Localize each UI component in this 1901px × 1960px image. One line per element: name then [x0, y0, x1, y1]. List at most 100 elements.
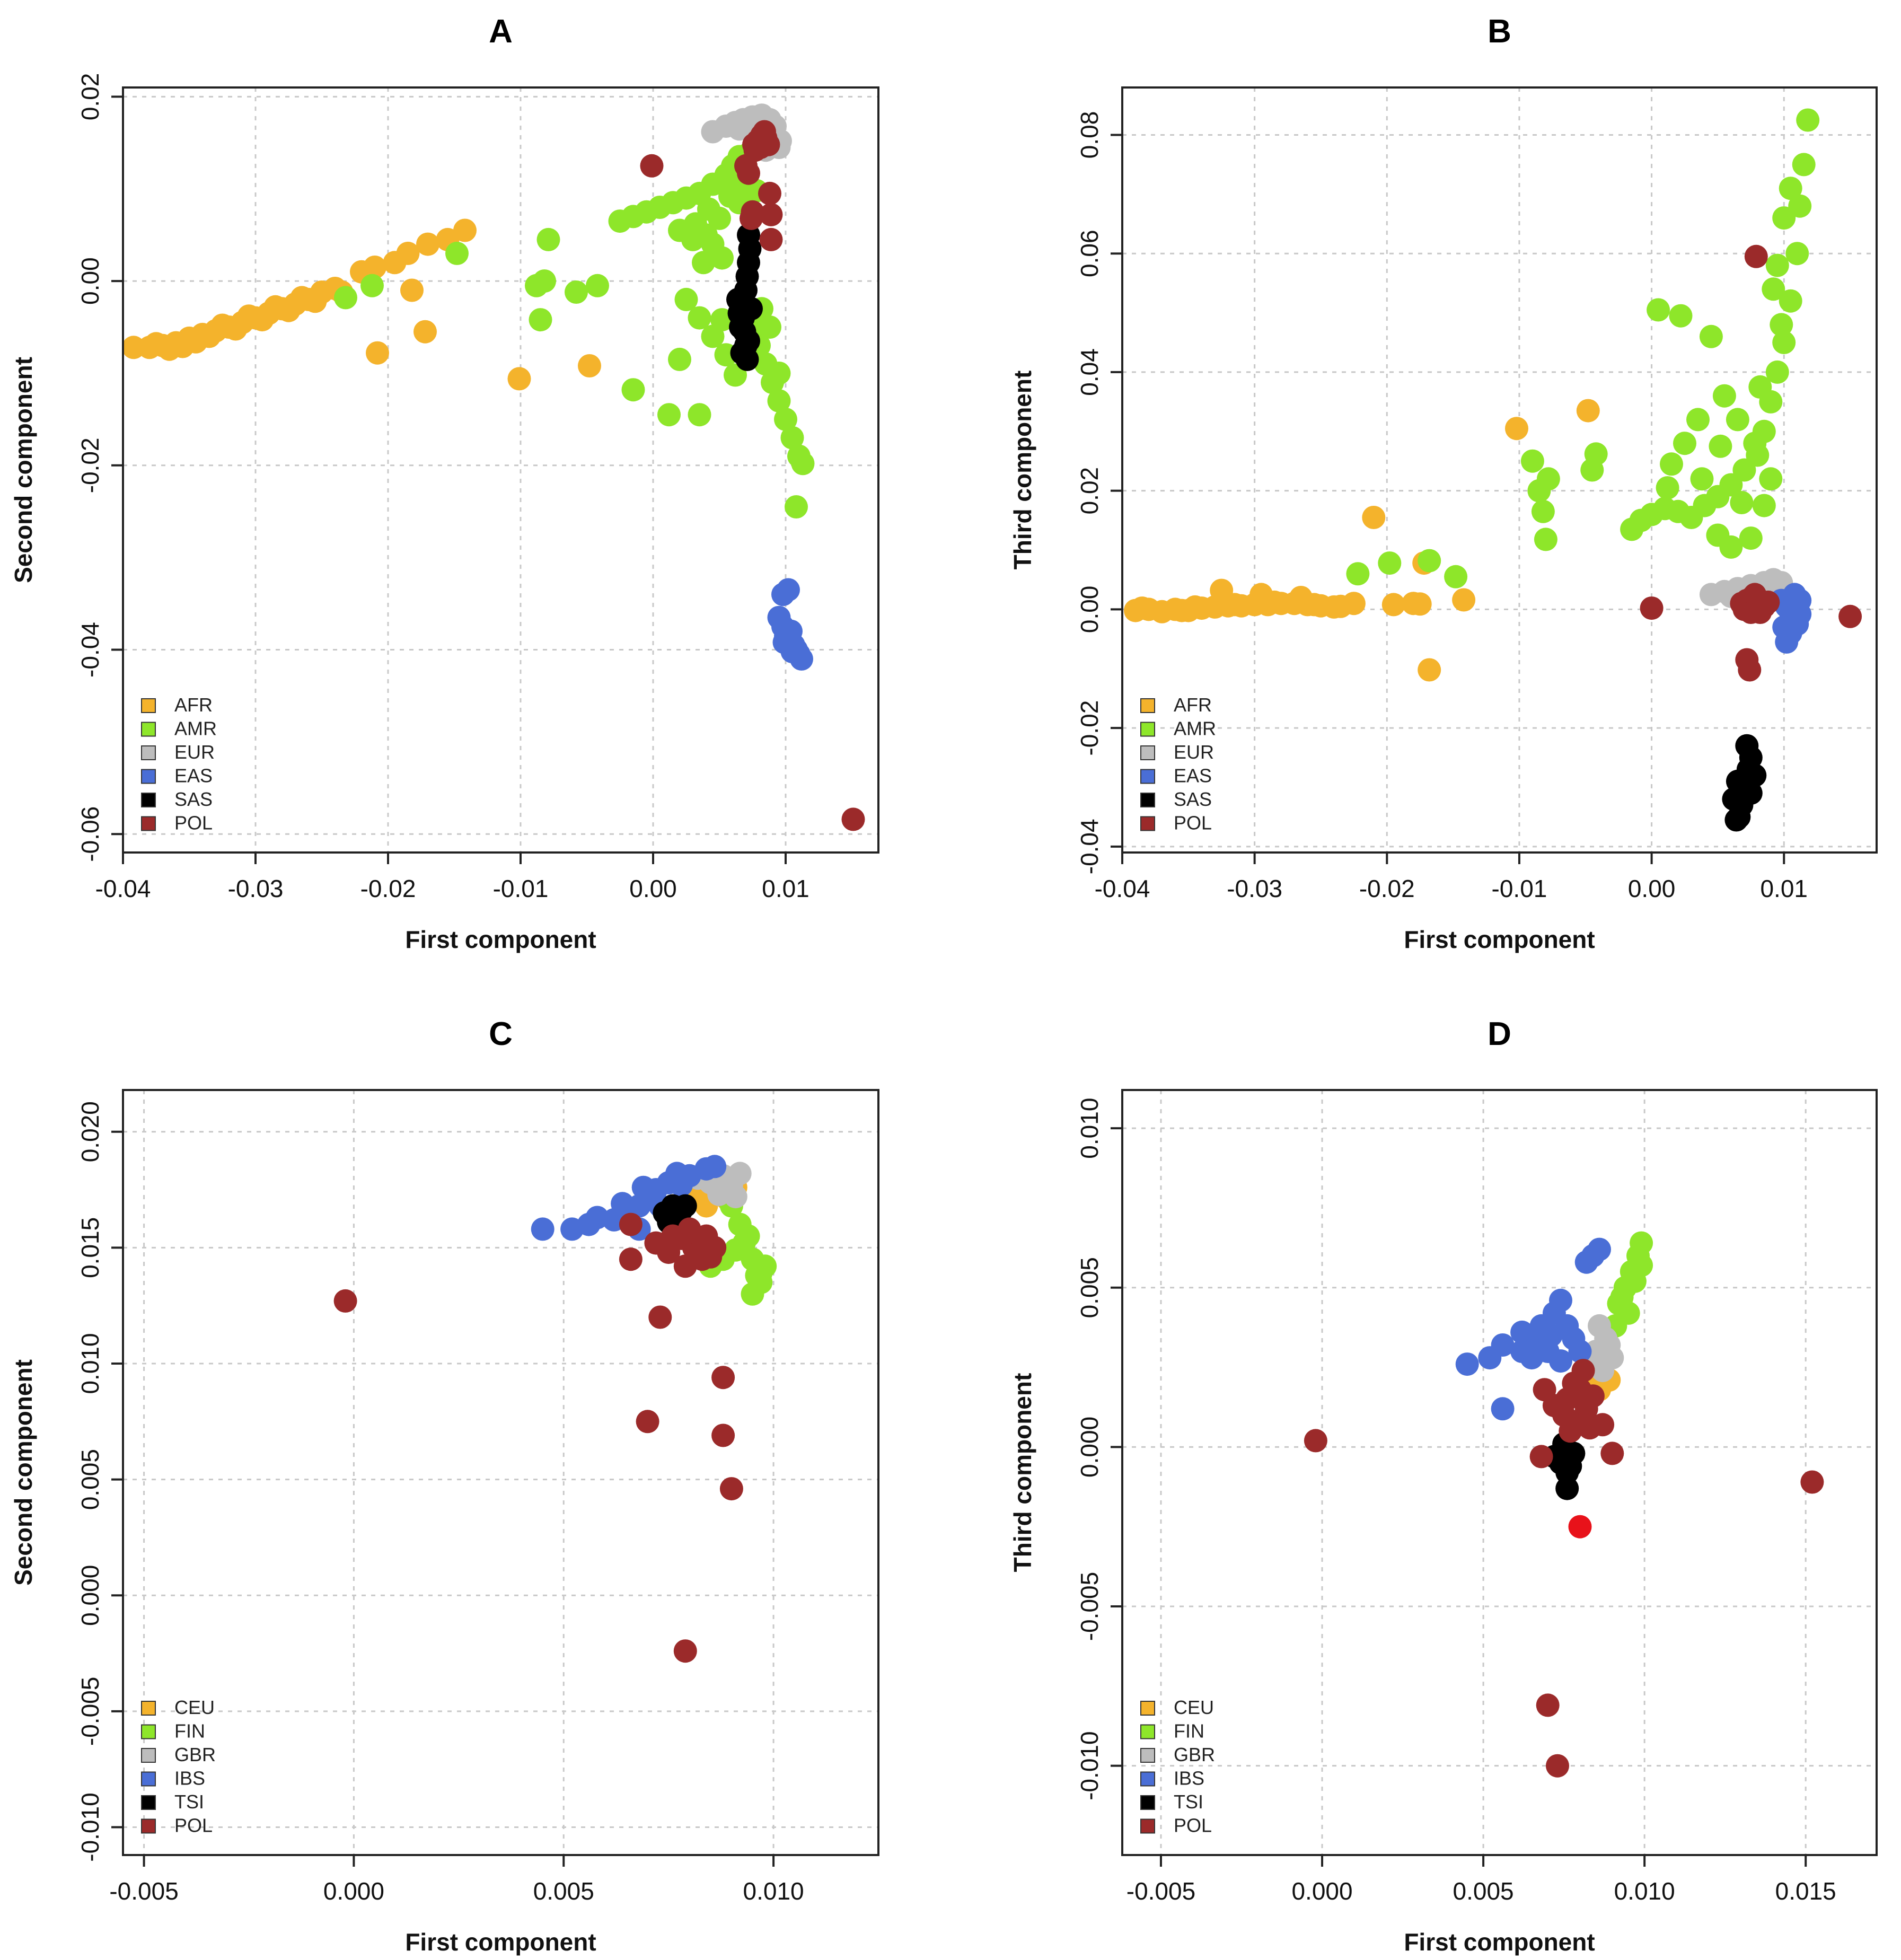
panel-b-point-amr-25	[1772, 331, 1796, 354]
panel-a-legend-swatch-sas	[141, 793, 156, 807]
panel-b-title: B	[1488, 13, 1511, 50]
panel-d-point-fin-4	[1630, 1231, 1653, 1255]
panel-d-point-ibs-2	[1491, 1333, 1515, 1357]
panel-b-point-amr-3	[1444, 565, 1468, 588]
panel-a-legend-label-afr: AFR	[174, 694, 213, 716]
panel-c-legend-swatch-pol	[141, 1818, 156, 1834]
panel-b-point-afr-20	[1362, 506, 1386, 529]
panel-a-point-pol-13	[737, 161, 760, 185]
panel-d-point-gbr-6	[1588, 1314, 1611, 1338]
panel-b-point-sas-7	[1724, 808, 1748, 832]
panel-a-xtick-label-3: -0.01	[493, 875, 549, 902]
panel-d-point-pol-9	[1581, 1384, 1605, 1408]
panel-b-point-amr-10	[1580, 458, 1604, 482]
panel-c-legend-swatch-gbr	[141, 1748, 156, 1763]
panel-d-frame	[1121, 1089, 1878, 1856]
panel-b-ytick-label-6: 0.08	[1076, 111, 1103, 159]
panel-d-point-ibs-19	[1539, 1324, 1563, 1347]
panel-b-xtick-label-0: -0.04	[1095, 875, 1150, 902]
panel-b-xtick-label-3: -0.01	[1492, 875, 1547, 902]
panel-a-legend-swatch-eur	[141, 745, 156, 760]
panel-c-point-pol-11	[619, 1247, 643, 1271]
panel-c-xtick-label-1: 0.000	[323, 1877, 384, 1905]
panel-a-point-afr-27	[416, 232, 439, 256]
panel-b-point-afr-30	[1183, 595, 1207, 619]
panel-c-ytick-label-6: 0.020	[76, 1101, 104, 1162]
panel-a-point-pol-14	[640, 154, 664, 178]
panel-a-point-amr-46	[758, 315, 781, 339]
panel-a-point-amr-34	[657, 403, 681, 427]
panel-c-ylabel: Second component	[10, 1359, 37, 1586]
panel-c-legend-swatch-fin	[141, 1724, 156, 1739]
panel-c-point-pol-15	[636, 1410, 659, 1434]
panel-a-legend-swatch-amr	[141, 722, 156, 737]
panel-b-ytick-label-4: 0.04	[1076, 348, 1103, 396]
panel-a-legend-label-eur: EUR	[174, 741, 215, 763]
panel-d-legend-label-tsi: TSI	[1174, 1791, 1203, 1813]
panel-a-point-afr-24	[363, 256, 386, 279]
panel-b-legend-swatch-eur	[1140, 745, 1155, 760]
panel-c-legend-swatch-ibs	[141, 1771, 156, 1787]
panel-a-legend-swatch-afr	[141, 698, 156, 713]
panel-d-point-pol-15	[1536, 1693, 1560, 1717]
panel-b-point-afr-32	[1263, 590, 1287, 614]
panel-a-point-amr-4	[533, 269, 556, 293]
panel-a-point-amr-40	[774, 407, 797, 431]
panel-d-xtick-label-0: -0.005	[1126, 1877, 1195, 1905]
panel-d-legend-label-fin: FIN	[1174, 1720, 1204, 1742]
panel-b-point-afr-27	[1576, 399, 1600, 423]
panel-b-point-amr-33	[1699, 324, 1723, 348]
panel-a-point-amr-5	[536, 227, 560, 251]
panel-c-point-fin-12	[749, 1261, 773, 1285]
panel-c-ytick-label-0: -0.010	[76, 1792, 104, 1861]
panel-a-point-amr-32	[668, 347, 691, 371]
panel-a-point-pol-7	[753, 120, 776, 144]
panel-a-point-pol-15	[740, 206, 763, 230]
panel-b-point-amr-40	[1719, 535, 1743, 559]
panel-b-point-amr-6	[1536, 467, 1560, 491]
panel-a-point-eas-12	[779, 619, 803, 643]
panel-b-point-eas-8	[1783, 583, 1807, 607]
panel-b-point-amr-1	[1378, 551, 1402, 575]
panel-d-legend-label-ceu: CEU	[1174, 1697, 1214, 1718]
panel-b-frame	[1121, 86, 1878, 854]
panel-a-point-amr-9	[621, 378, 645, 402]
panel-a-title: A	[489, 13, 513, 50]
panel-b-point-afr-31	[1223, 593, 1247, 617]
panel-c-point-pol-17	[719, 1477, 743, 1501]
panel-b-point-amr-54	[1748, 375, 1772, 399]
panel-d-xtick-label-4: 0.015	[1775, 1877, 1836, 1905]
panel-c-legend-label-ceu: CEU	[174, 1697, 215, 1718]
panel-b-point-pol-10	[1640, 596, 1664, 620]
panel-c-point-ibs-17	[665, 1162, 689, 1185]
panel-b-point-amr-26	[1779, 289, 1802, 313]
panel-a-point-afr-39	[277, 298, 301, 322]
panel-a-point-amr-41	[780, 426, 804, 450]
panel-b-xtick-label-1: -0.03	[1227, 875, 1282, 902]
panel-c-point-pol-10	[699, 1245, 723, 1269]
panel-b-point-amr-27	[1785, 242, 1809, 266]
panel-d-legend-swatch-ceu	[1140, 1701, 1155, 1716]
panel-c-ytick-label-5: 0.015	[76, 1217, 104, 1278]
panel-b-point-amr-28	[1788, 194, 1812, 218]
panel-b-point-afr-24	[1418, 658, 1441, 682]
panel-b-point-afr-25	[1452, 588, 1476, 612]
panel-a-point-amr-6	[565, 280, 588, 304]
panel-b-legend-swatch-pol	[1140, 816, 1155, 831]
panel-a-point-afr-35	[144, 332, 168, 356]
panel-d-point-pol-6	[1571, 1359, 1595, 1383]
panel-a-legend-label-pol: POL	[174, 812, 213, 834]
panel-a-point-amr-1	[334, 286, 357, 310]
panel-d-legend-swatch-gbr	[1140, 1748, 1155, 1763]
panel-b: -0.04 -0.03 -0.02 -0.01 0.00 0.01 -0.04 -0.02 0.…	[1009, 13, 1878, 953]
panel-b-point-amr-43	[1759, 467, 1783, 491]
panel-d-point-pol-18	[1800, 1470, 1824, 1494]
panel-a-point-eur-11	[727, 117, 751, 141]
panel-b-point-amr-32	[1669, 304, 1693, 328]
panel-a-point-amr-0	[445, 241, 469, 265]
panel-c-point-fin-11	[724, 1238, 747, 1262]
panel-a-point-amr-43	[791, 452, 815, 476]
